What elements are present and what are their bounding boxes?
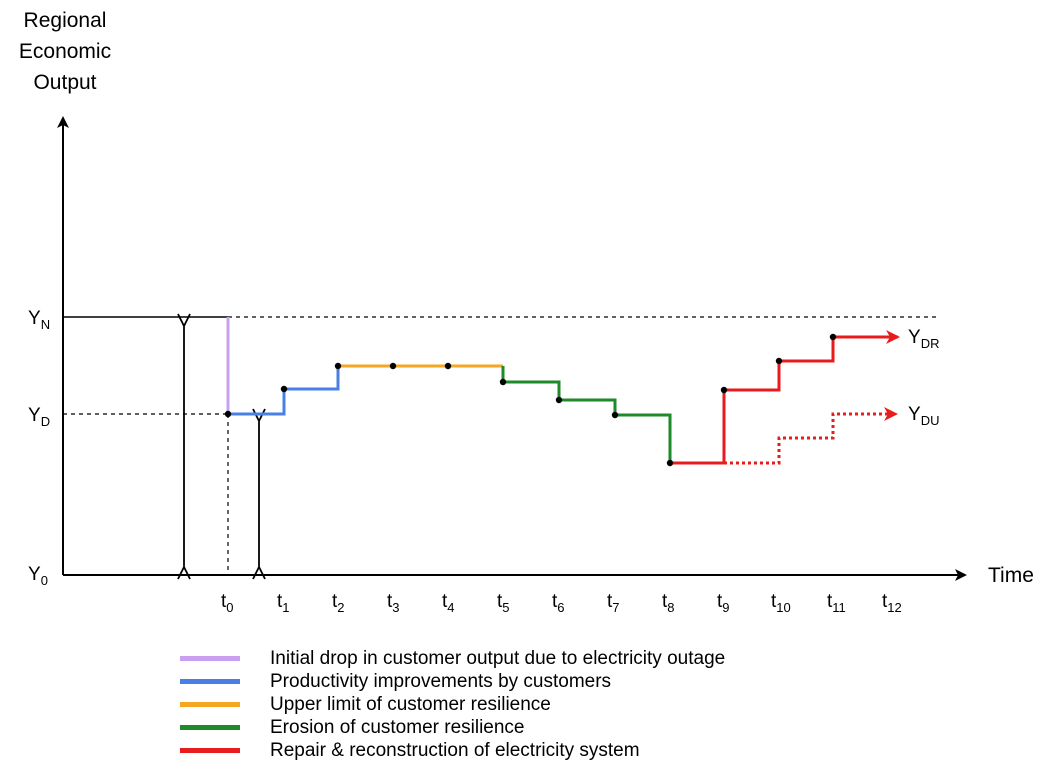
legend-swatch-purple bbox=[180, 656, 240, 661]
point bbox=[389, 362, 397, 370]
point bbox=[611, 411, 619, 419]
x-tick-label: t10 bbox=[771, 591, 791, 615]
x-tick-label: t11 bbox=[827, 591, 846, 615]
y-axis-title: Regional Economic Output bbox=[0, 5, 130, 98]
y-axis-title-line: Economic bbox=[18, 40, 112, 63]
point bbox=[775, 357, 783, 365]
legend-swatch-orange bbox=[180, 702, 240, 707]
y-axis-title-line: Output bbox=[33, 71, 97, 94]
x-tick-label: t12 bbox=[882, 591, 902, 615]
end-label-ydu: YDU bbox=[908, 404, 939, 428]
legend-label: Repair & reconstruction of electricity s… bbox=[270, 740, 640, 761]
point bbox=[444, 362, 452, 370]
y-level-label-yn: YN bbox=[28, 308, 50, 332]
point bbox=[334, 362, 342, 370]
x-axis-title: Time bbox=[988, 564, 1034, 587]
unrepaired-dotted-segment bbox=[724, 407, 898, 465]
point bbox=[829, 333, 837, 341]
x-tick-label: t6 bbox=[552, 591, 565, 615]
point bbox=[499, 378, 507, 386]
path-points bbox=[224, 333, 837, 467]
x-tick-label: t3 bbox=[387, 591, 400, 615]
output-path bbox=[226, 317, 900, 465]
legend-swatch-blue bbox=[180, 679, 240, 684]
legend-swatch-red bbox=[180, 748, 240, 753]
y-level-label-y0: Y0 bbox=[28, 564, 48, 588]
point bbox=[555, 396, 563, 404]
x-tick-label: t4 bbox=[442, 591, 455, 615]
legend-label: Productivity improvements by customers bbox=[270, 671, 612, 692]
repair-segment bbox=[670, 330, 900, 465]
point bbox=[720, 386, 728, 394]
x-tick-label: t5 bbox=[497, 591, 510, 615]
x-tick-label: t2 bbox=[332, 591, 345, 615]
point bbox=[224, 410, 232, 418]
legend-label: Initial drop in customer output due to e… bbox=[270, 648, 726, 669]
point bbox=[666, 459, 674, 467]
point bbox=[280, 385, 288, 393]
y-level-label-yd: YD bbox=[28, 405, 50, 429]
legend-label: Erosion of customer resilience bbox=[270, 717, 525, 738]
x-tick-label: t0 bbox=[221, 591, 234, 615]
x-tick-label: t9 bbox=[717, 591, 730, 615]
end-label-ydr: YDR bbox=[908, 327, 939, 351]
legend-label: Upper limit of customer resilience bbox=[270, 694, 551, 715]
legend-swatch-green bbox=[180, 725, 240, 730]
x-tick-label: t8 bbox=[662, 591, 675, 615]
x-tick-label: t1 bbox=[277, 591, 290, 615]
y-axis-title-line: Regional bbox=[23, 9, 107, 32]
x-tick-label: t7 bbox=[607, 591, 620, 615]
x-tick-labels: t0 t1 t2 t3 t4 t5 t6 t7 t8 t9 t10 t11 t1… bbox=[221, 591, 902, 615]
erosion-segment bbox=[501, 366, 672, 463]
